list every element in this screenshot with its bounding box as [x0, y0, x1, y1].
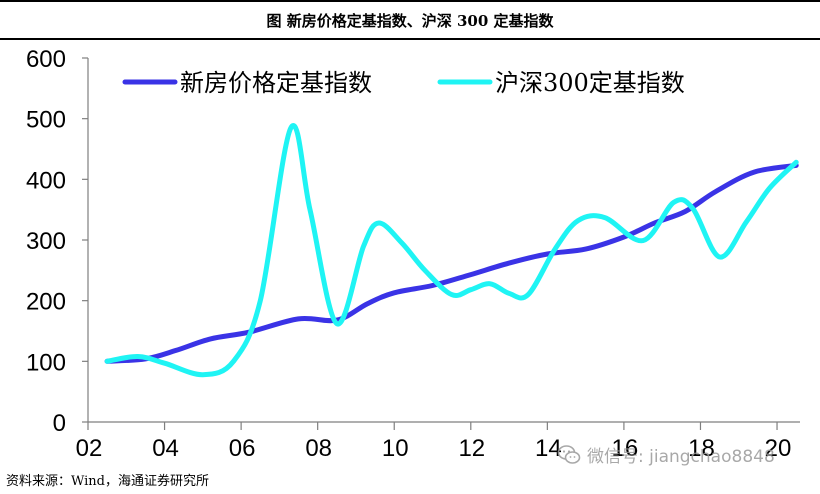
x-tick-label: 18 — [688, 435, 715, 462]
y-tick-label: 300 — [26, 228, 66, 255]
x-tick-label: 04 — [152, 435, 179, 462]
x-tick-label: 02 — [76, 435, 103, 462]
x-tick-label: 20 — [765, 435, 792, 462]
watermark: 微信号: jiangchao8848 — [557, 442, 775, 467]
series-line-1 — [104, 162, 799, 364]
x-tick-label: 14 — [535, 435, 562, 462]
line-chart: 0 100 200 300 400 500 600 02 04 06 08 10 12 14 16 18 20… — [26, 46, 800, 462]
y-axis: 0 100 200 300 400 500 600 — [26, 46, 89, 437]
wechat-icon — [557, 444, 581, 464]
series-line-2 — [104, 123, 799, 378]
y-tick-label: 500 — [26, 107, 66, 134]
series-lines — [104, 123, 799, 378]
legend: 新房价格定基指数 沪深300定基指数 — [122, 69, 685, 97]
x-tick-label: 10 — [382, 435, 409, 462]
x-tick-label: 08 — [305, 435, 332, 462]
y-tick-label: 400 — [26, 167, 66, 194]
x-tick-label: 12 — [458, 435, 485, 462]
x-axis: 02 04 06 08 10 12 14 16 18 20 — [76, 421, 800, 462]
x-tick-label: 16 — [612, 435, 639, 462]
watermark-text: 微信号: jiangchao8848 — [587, 447, 775, 467]
y-tick-label: 200 — [26, 289, 66, 316]
y-tick-label: 600 — [26, 46, 66, 73]
x-tick-label: 06 — [229, 435, 256, 462]
y-tick-label: 100 — [26, 349, 66, 376]
y-tick-label: 0 — [53, 410, 66, 437]
figure-title: 图 新房价格定基指数、沪深 300 定基指数 — [0, 0, 820, 40]
legend-label-2: 沪深300定基指数 — [495, 69, 685, 97]
source-note: 资料来源：Wind，海通证券研究所 — [6, 474, 209, 489]
legend-label-1: 新房价格定基指数 — [180, 69, 372, 97]
